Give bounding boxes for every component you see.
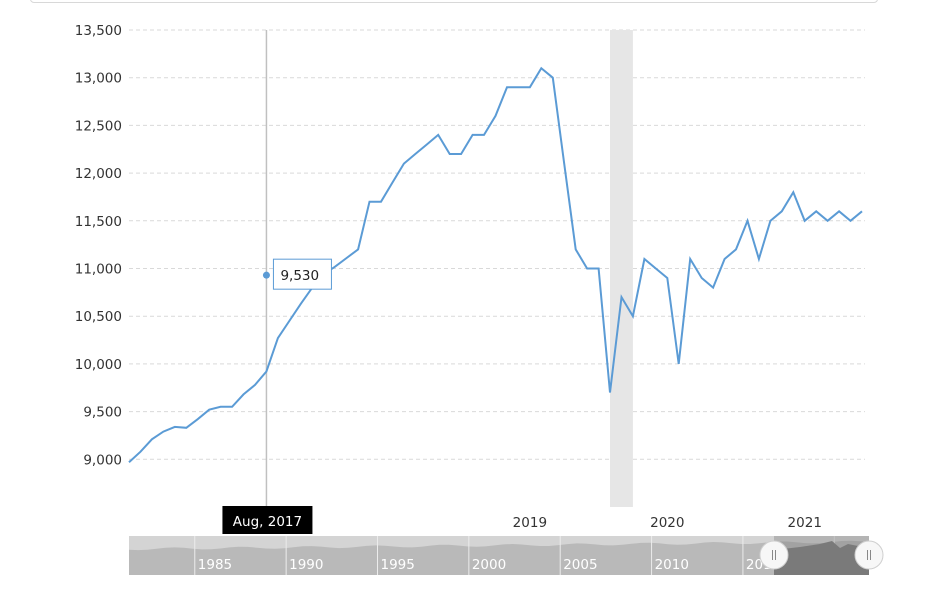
y-tick-label: 12,000 bbox=[75, 166, 122, 182]
tooltip-box bbox=[272, 258, 332, 290]
y-tick-label: 9,000 bbox=[83, 452, 122, 468]
series-line[interactable] bbox=[128, 66, 863, 463]
y-tick-label: 9,500 bbox=[83, 405, 122, 421]
navigator-tick-label: 2010 bbox=[655, 557, 689, 573]
date-label-box bbox=[222, 506, 313, 534]
date-label-text: Aug, 2017 bbox=[233, 514, 302, 530]
y-tick-label: 13,000 bbox=[75, 71, 122, 87]
recession-band bbox=[610, 30, 633, 507]
y-axis: 9,000 9,500 10,000 10,500 11,000 11,500 12,000… bbox=[75, 23, 122, 468]
navigator-tick-label: 2005 bbox=[563, 557, 597, 573]
x-tick-label: 2020 bbox=[650, 515, 684, 531]
y-tick-label: 11,000 bbox=[75, 262, 122, 278]
navigator-right-handle[interactable] bbox=[854, 540, 884, 570]
handle-knob bbox=[854, 540, 884, 570]
navigator-left-handle[interactable] bbox=[759, 540, 789, 570]
handle-knob bbox=[759, 540, 789, 570]
y-tick-label: 10,500 bbox=[75, 309, 122, 325]
x-tick-label: 2019 bbox=[513, 515, 547, 531]
navigator-tick-label: 2000 bbox=[472, 557, 506, 573]
y-tick-label: 10,000 bbox=[75, 357, 122, 373]
tooltip-value: 9,530 bbox=[280, 268, 319, 284]
x-tick-label: 2021 bbox=[788, 515, 822, 531]
navigator-selected-area bbox=[774, 541, 869, 575]
hover-point bbox=[262, 271, 270, 279]
navigator[interactable]: 19851990199520002005201020152020 bbox=[129, 536, 884, 575]
navigator-tick-label: 1990 bbox=[289, 557, 323, 573]
navigator-tick-label: 1995 bbox=[380, 557, 414, 573]
x-axis: 2017201920202021 bbox=[238, 515, 822, 531]
crosshair-date-label: Aug, 2017 bbox=[222, 506, 313, 534]
navigator-tick-label: 1985 bbox=[198, 557, 232, 573]
y-tick-label: 12,500 bbox=[75, 118, 122, 134]
navigator-series-area bbox=[129, 540, 869, 575]
tooltip: 9,530 bbox=[272, 258, 332, 290]
y-tick-label: 11,500 bbox=[75, 214, 122, 230]
y-tick-label: 13,500 bbox=[75, 23, 122, 39]
grid-lines bbox=[129, 29, 865, 460]
